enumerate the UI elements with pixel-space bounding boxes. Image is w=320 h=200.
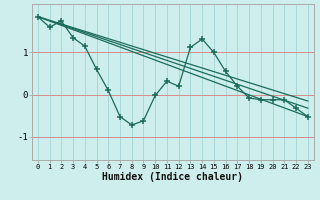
X-axis label: Humidex (Indice chaleur): Humidex (Indice chaleur) xyxy=(102,172,243,182)
